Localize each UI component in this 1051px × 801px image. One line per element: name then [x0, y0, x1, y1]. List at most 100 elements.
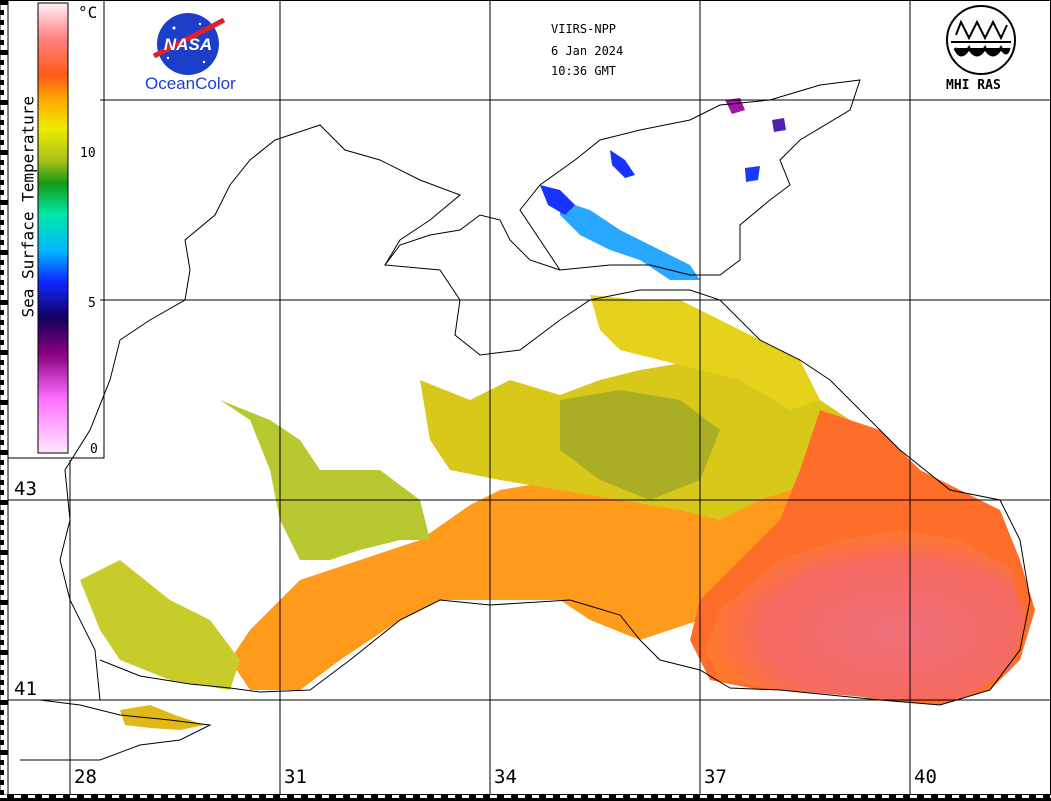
- lon-label-31: 31: [284, 766, 307, 788]
- sst-azov-purple-2: [772, 118, 786, 132]
- left-ruler-tick: [0, 290, 4, 295]
- bottom-ruler-tick: [574, 795, 581, 798]
- left-ruler-tick: [0, 580, 4, 585]
- left-ruler-tick: [0, 310, 4, 315]
- bottom-ruler-tick: [658, 795, 665, 798]
- color-scale-tick-0: 0: [90, 442, 98, 457]
- bottom-ruler-tick: [756, 795, 763, 798]
- left-ruler-tick: [0, 600, 8, 605]
- left-ruler-tick: [0, 670, 4, 675]
- lat-label-43: 43: [14, 478, 37, 500]
- bottom-ruler-tick: [294, 795, 301, 798]
- bottom-ruler-tick: [742, 795, 749, 798]
- bottom-ruler-tick: [994, 795, 1001, 798]
- bottom-ruler-tick: [434, 795, 441, 798]
- left-ruler-tick: [0, 460, 4, 465]
- bottom-ruler-tick: [112, 795, 119, 798]
- sst-east-pink: [705, 530, 1025, 700]
- left-ruler-tick: [0, 410, 4, 415]
- left-ruler-tick: [0, 760, 4, 765]
- bottom-ruler-tick: [266, 795, 273, 798]
- bottom-ruler-tick: [700, 795, 707, 798]
- left-ruler-tick: [0, 20, 4, 25]
- left-ruler-tick: [0, 350, 8, 355]
- left-ruler-tick: [0, 680, 4, 685]
- nasa-logo: NASA: [152, 13, 226, 75]
- oceancolor-caption: OceanColor: [145, 74, 236, 93]
- bottom-ruler-tick: [196, 795, 203, 798]
- bottom-ruler-tick: [224, 795, 231, 798]
- bottom-ruler-tick: [546, 795, 553, 798]
- bottom-ruler-tick: [784, 795, 791, 798]
- bottom-ruler-tick: [378, 795, 385, 798]
- bottom-ruler-tick: [98, 795, 105, 798]
- sst-west-band: [80, 560, 240, 690]
- bottom-ruler-tick: [406, 795, 413, 798]
- left-ruler-tick: [0, 170, 4, 175]
- left-ruler-tick: [0, 10, 4, 15]
- left-ruler-tick: [0, 530, 4, 535]
- bottom-ruler-tick: [714, 795, 721, 798]
- bottom-ruler-tick: [896, 795, 903, 798]
- bottom-ruler-tick: [882, 795, 889, 798]
- left-ruler-tick: [0, 280, 4, 285]
- color-scale-bar: [37, 2, 69, 454]
- bottom-ruler-tick: [770, 795, 777, 798]
- bottom-ruler-tick: [322, 795, 329, 798]
- lat-label-41: 41: [14, 678, 37, 700]
- sst-orange-band: [230, 470, 820, 690]
- bottom-ruler-tick: [140, 795, 147, 798]
- bottom-ruler-tick: [182, 795, 189, 798]
- left-ruler-tick: [0, 740, 4, 745]
- bottom-ruler-tick: [392, 795, 399, 798]
- bottom-ruler-tick: [168, 795, 175, 798]
- bottom-ruler-tick: [602, 795, 609, 798]
- bottom-ruler-tick: [350, 795, 357, 798]
- bottom-ruler-tick: [126, 795, 133, 798]
- lon-label-28: 28: [74, 766, 97, 788]
- left-ruler-tick: [0, 260, 4, 265]
- left-ruler-tick: [0, 480, 4, 485]
- left-ruler-tick: [0, 320, 4, 325]
- left-ruler-tick: [0, 190, 4, 195]
- left-ruler-tick: [0, 110, 4, 115]
- left-ruler-tick: [0, 550, 8, 555]
- bottom-ruler-tick: [56, 795, 63, 798]
- bottom-ruler-tick: [826, 795, 833, 798]
- left-ruler-tick: [0, 650, 8, 655]
- mhi-ras-caption: MHI RAS: [946, 78, 1001, 93]
- sst-olive-mass: [560, 390, 720, 500]
- sst-azov-blue-3: [745, 166, 760, 182]
- coastline-crimea: [384, 214, 561, 271]
- bottom-ruler-tick: [518, 795, 525, 798]
- bottom-ruler-tick: [448, 795, 455, 798]
- mhi-logo: [946, 5, 1016, 75]
- bottom-ruler-tick: [84, 795, 91, 798]
- bottom-ruler-tick: [686, 795, 693, 798]
- lon-label-40: 40: [914, 766, 937, 788]
- bottom-ruler-tick: [980, 795, 987, 798]
- time-label: 10:36 GMT: [551, 64, 617, 78]
- left-ruler-tick: [0, 590, 4, 595]
- bottom-ruler-ticks: [0, 795, 1051, 798]
- bottom-ruler-tick: [0, 795, 7, 798]
- left-ruler-tick: [0, 30, 4, 35]
- left-ruler-tick: [0, 790, 4, 795]
- lon-label-37: 37: [704, 766, 727, 788]
- bottom-ruler-tick: [966, 795, 973, 798]
- left-ruler: [0, 0, 9, 796]
- bottom-ruler-tick: [280, 795, 287, 798]
- bottom-ruler-tick: [28, 795, 35, 798]
- left-ruler-tick: [0, 300, 8, 305]
- left-ruler-tick: [0, 150, 8, 155]
- left-ruler-tick: [0, 0, 8, 5]
- sst-marmara: [120, 705, 205, 730]
- bottom-ruler-tick: [336, 795, 343, 798]
- left-ruler-tick: [0, 400, 8, 405]
- bottom-ruler-tick: [70, 795, 77, 798]
- left-ruler-tick: [0, 210, 4, 215]
- left-ruler-tick: [0, 230, 4, 235]
- nasa-wordmark: NASA: [164, 35, 212, 54]
- bottom-ruler-tick: [42, 795, 49, 798]
- left-ruler-tick: [0, 100, 8, 105]
